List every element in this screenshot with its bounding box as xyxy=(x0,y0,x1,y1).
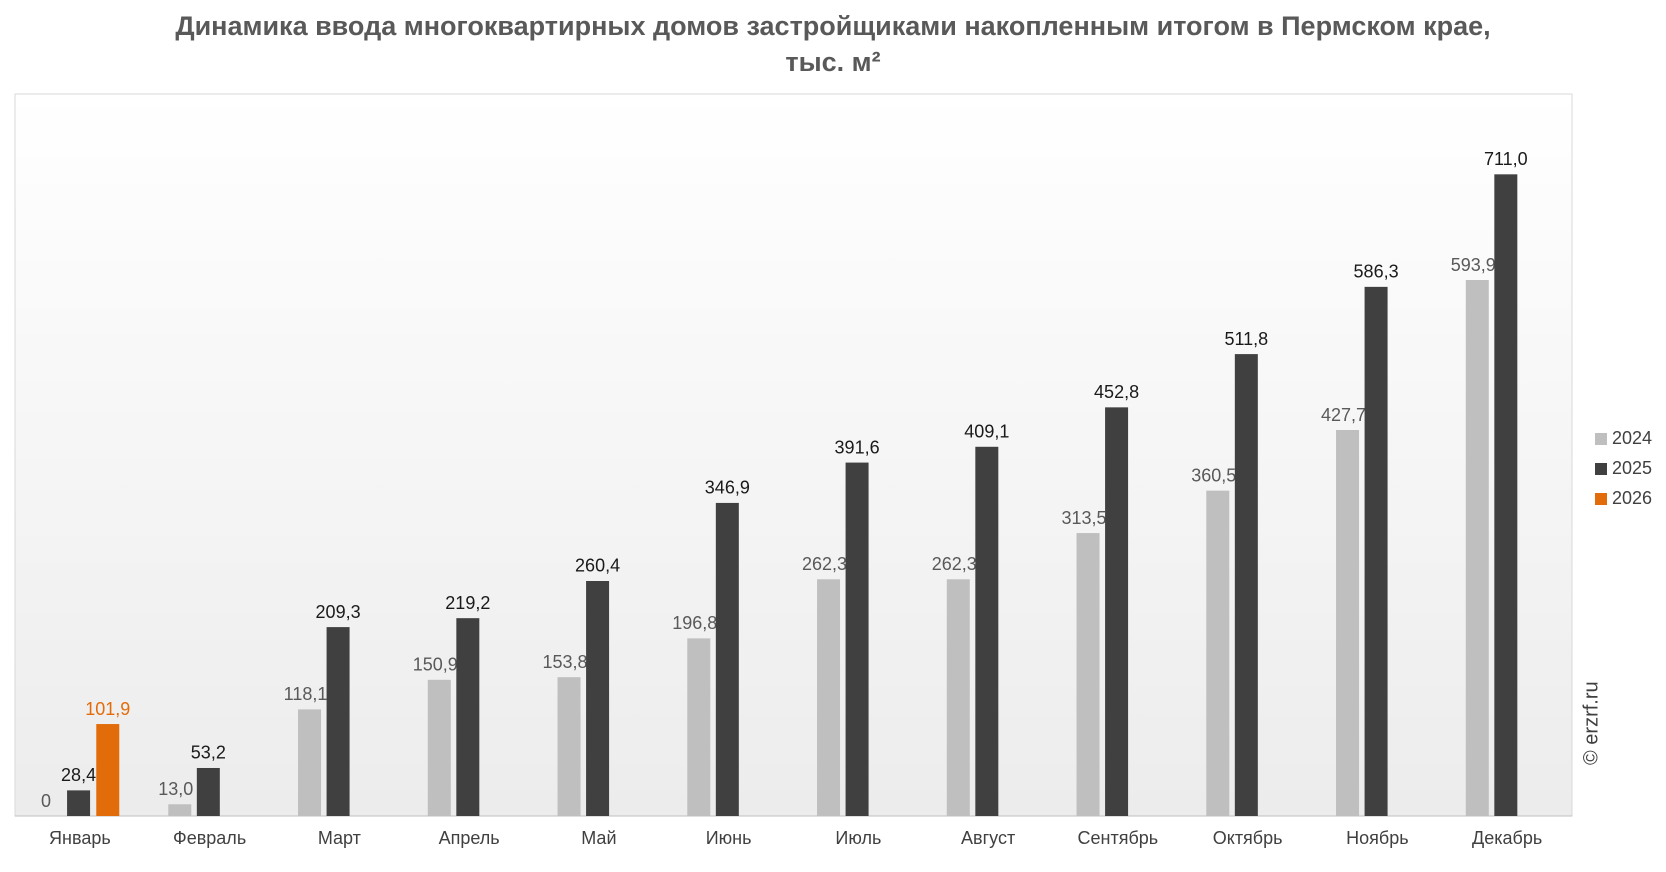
legend-label: 2024 xyxy=(1612,428,1652,448)
x-tick-label: Декабрь xyxy=(1472,828,1542,848)
chart-title: Динамика ввода многоквартирных домов зас… xyxy=(175,11,1491,77)
bar xyxy=(1234,354,1258,816)
data-label: 586,3 xyxy=(1354,262,1399,282)
data-label: 13,0 xyxy=(158,779,193,799)
bar xyxy=(196,767,220,816)
bar xyxy=(586,580,610,816)
legend-label: 2025 xyxy=(1612,458,1652,478)
data-label: 262,3 xyxy=(802,554,847,574)
x-tick-label: Июль xyxy=(835,828,881,848)
bar xyxy=(168,804,192,816)
data-label: 196,8 xyxy=(672,613,717,633)
data-label: 452,8 xyxy=(1094,382,1139,402)
bar xyxy=(557,677,581,816)
x-tick-label: Апрель xyxy=(439,828,500,848)
watermark: © erzrf.ru xyxy=(1580,681,1602,765)
bar xyxy=(687,638,711,816)
data-label: 511,8 xyxy=(1224,329,1268,349)
x-tick-label: Февраль xyxy=(173,828,246,848)
bar xyxy=(96,724,120,816)
x-tick-label: Март xyxy=(318,828,361,848)
data-label: 427,7 xyxy=(1321,405,1366,425)
data-label: 209,3 xyxy=(316,602,361,622)
data-label: 313,5 xyxy=(1062,508,1107,528)
x-tick-label: Ноябрь xyxy=(1346,828,1408,848)
bar xyxy=(1206,490,1230,816)
data-label: 0 xyxy=(41,791,51,811)
data-label: 593,9 xyxy=(1451,255,1496,275)
x-tick-label: Январь xyxy=(49,828,111,848)
bar xyxy=(715,502,739,816)
legend-swatch xyxy=(1595,463,1607,475)
bar xyxy=(946,579,970,816)
data-label: 409,1 xyxy=(964,422,1009,442)
data-label: 101,9 xyxy=(85,699,130,719)
bar xyxy=(1105,407,1129,816)
data-label: 53,2 xyxy=(191,743,226,763)
data-label: 346,9 xyxy=(705,478,750,498)
data-label: 360,5 xyxy=(1191,465,1236,485)
legend-label: 2026 xyxy=(1612,488,1652,508)
bar xyxy=(456,618,480,816)
data-label: 28,4 xyxy=(61,765,96,785)
bar xyxy=(326,627,350,816)
legend-swatch xyxy=(1595,433,1607,445)
data-label: 260,4 xyxy=(575,556,620,576)
legend-swatch xyxy=(1595,493,1607,505)
data-label: 150,9 xyxy=(413,655,458,675)
data-label: 219,2 xyxy=(445,593,490,613)
x-tick-label: Октябрь xyxy=(1213,828,1283,848)
bar xyxy=(1076,533,1100,816)
bar xyxy=(1465,280,1489,816)
data-label: 153,8 xyxy=(543,652,588,672)
bar xyxy=(1494,174,1518,816)
bar xyxy=(298,709,322,816)
x-tick-label: Сентябрь xyxy=(1078,828,1159,848)
bar xyxy=(67,790,91,816)
bar xyxy=(845,462,869,816)
data-label: 262,3 xyxy=(932,554,977,574)
bar xyxy=(1364,286,1388,816)
data-label: 118,1 xyxy=(284,684,328,704)
x-tick-label: Июнь xyxy=(706,828,752,848)
data-label: 391,6 xyxy=(835,437,880,457)
bar xyxy=(1336,430,1360,816)
x-tick-label: Май xyxy=(581,828,616,848)
x-tick-label: Август xyxy=(961,828,1015,848)
bar xyxy=(427,679,451,816)
data-label: 711,0 xyxy=(1484,149,1528,169)
bar xyxy=(975,446,999,816)
bar xyxy=(817,579,841,816)
plot-area xyxy=(14,93,1573,817)
